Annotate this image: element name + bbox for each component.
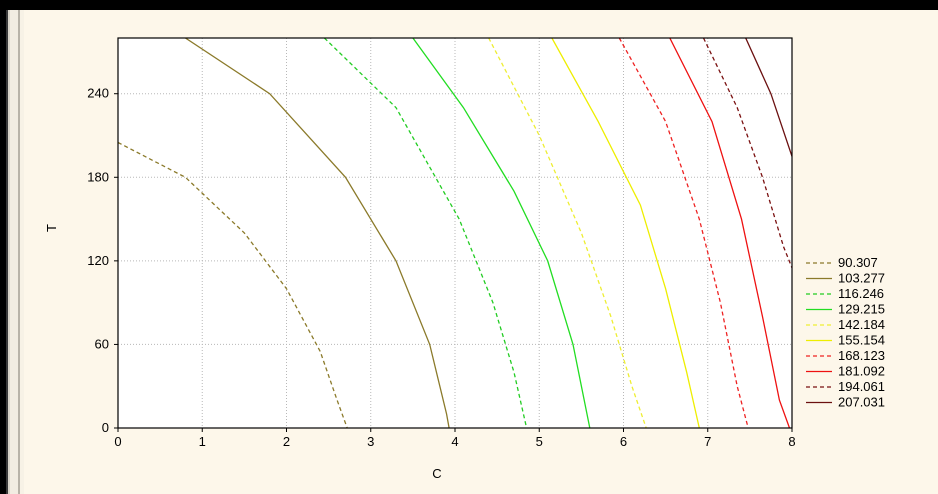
- x-tick-label: 6: [620, 434, 627, 449]
- window-top-border: [0, 0, 938, 10]
- legend-label: 155.154: [838, 333, 885, 348]
- y-tick-label: 120: [87, 253, 109, 268]
- x-tick-label: 0: [114, 434, 121, 449]
- contour-line-168.123: [618, 38, 749, 428]
- grid-layer: [118, 38, 792, 428]
- y-tick-label: 240: [87, 86, 109, 101]
- legend-label: 116.246: [838, 286, 884, 301]
- legend-label: 103.277: [838, 271, 885, 286]
- contour-line-142.184: [488, 38, 647, 428]
- x-tick-label: 1: [199, 434, 206, 449]
- contour-line-129.215: [412, 38, 591, 428]
- y-tick-label: 60: [95, 336, 109, 351]
- contour-line-116.246: [323, 38, 528, 428]
- x-tick-label: 8: [788, 434, 795, 449]
- legend-label: 142.184: [838, 317, 885, 332]
- legend-label: 207.031: [838, 395, 885, 410]
- tick-layer: 0 1 2 3 4 5 6 7 8 0 60 120 180 240: [87, 86, 795, 449]
- x-tick-label: 7: [704, 434, 711, 449]
- chart-window: 0 1 2 3 4 5 6 7 8 0 60 120 180 240 C T 90.307 103.277 1…: [24, 10, 938, 494]
- x-axis-label: C: [432, 466, 441, 481]
- series-layer: [118, 38, 792, 428]
- contour-line-90.307: [118, 141, 348, 428]
- y-tick-label: 180: [87, 169, 109, 184]
- legend-label: 168.123: [838, 348, 885, 363]
- contour-line-103.277: [185, 38, 450, 428]
- x-tick-label: 5: [536, 434, 543, 449]
- x-tick-label: 2: [283, 434, 290, 449]
- x-tick-label: 4: [451, 434, 458, 449]
- x-tick-label: 3: [367, 434, 374, 449]
- legend: 90.307103.277116.246129.215142.184155.15…: [806, 255, 885, 410]
- contour-line-207.031: [745, 38, 792, 157]
- legend-label: 194.061: [838, 379, 885, 394]
- contour-line-181.092: [669, 38, 791, 428]
- legend-label: 129.215: [838, 302, 885, 317]
- y-tick-label: 0: [102, 420, 109, 435]
- contour-line-155.154: [551, 38, 700, 428]
- y-axis-label: T: [44, 224, 59, 232]
- contour-line-194.061: [702, 38, 792, 269]
- legend-label: 90.307: [838, 255, 878, 270]
- legend-label: 181.092: [838, 364, 885, 379]
- left-window-border: [0, 10, 24, 494]
